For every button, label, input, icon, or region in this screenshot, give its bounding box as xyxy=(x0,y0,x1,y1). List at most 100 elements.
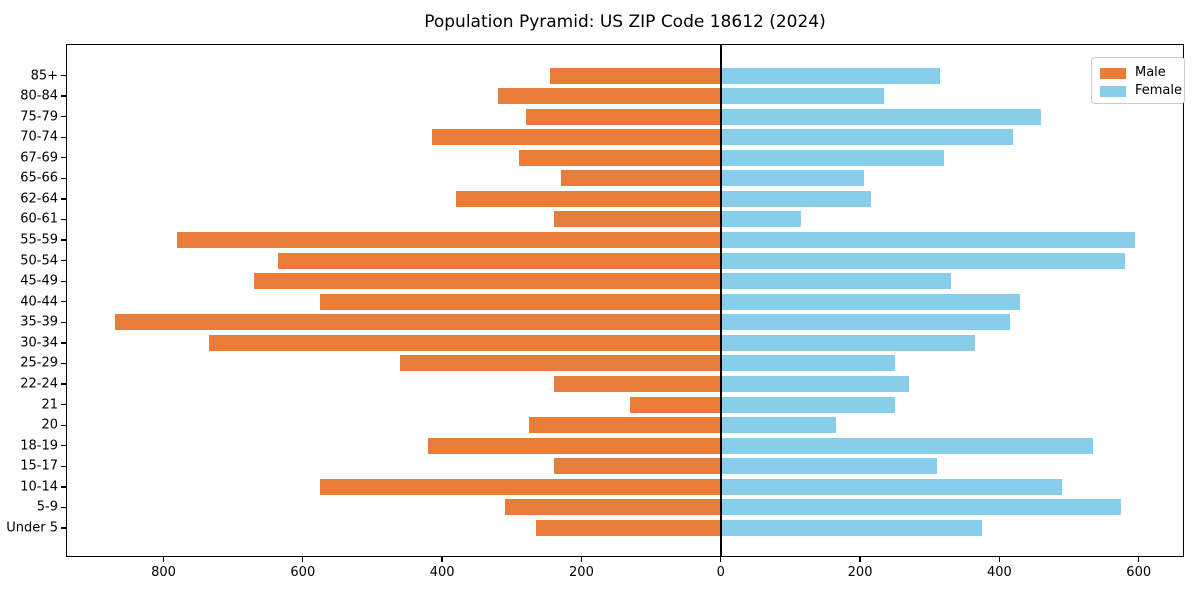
male-bar xyxy=(320,478,721,495)
y-axis-tick xyxy=(61,527,66,529)
y-axis-tick xyxy=(61,403,66,406)
legend-item-male: Male xyxy=(1100,65,1176,81)
x-axis-tick xyxy=(859,557,861,562)
legend: Male Female xyxy=(1091,57,1185,104)
female-bar xyxy=(720,252,1125,269)
male-bar xyxy=(278,252,721,269)
female-bar xyxy=(720,108,1042,125)
female-bar xyxy=(720,458,937,475)
female-bar xyxy=(720,232,1136,249)
male-bar xyxy=(497,88,721,105)
female-bar xyxy=(720,129,1014,146)
x-axis-tick-label: 600 xyxy=(290,565,316,580)
male-bar xyxy=(254,273,721,290)
y-axis-tick-label: 10-14 xyxy=(20,479,58,495)
y-axis-tick xyxy=(61,424,66,426)
male-bar xyxy=(550,67,721,84)
y-axis-tick xyxy=(61,115,66,118)
legend-label-male: Male xyxy=(1135,65,1166,80)
x-axis-tick-label: 400 xyxy=(986,565,1012,580)
y-axis-tick-label: 21 xyxy=(41,397,58,413)
x-axis-tick-label: 800 xyxy=(151,565,176,580)
female-bar xyxy=(720,211,801,228)
zero-axis-line xyxy=(719,44,722,557)
female-color-swatch xyxy=(1100,85,1126,97)
male-color-swatch xyxy=(1100,67,1126,79)
chart-title: Population Pyramid: US ZIP Code 18612 (2… xyxy=(424,12,826,32)
y-axis-tick-label: 60-61 xyxy=(20,211,58,227)
y-axis-tick xyxy=(61,362,66,365)
x-axis-tick xyxy=(998,557,1001,562)
y-axis-tick xyxy=(61,280,66,282)
x-axis-tick-label: 600 xyxy=(1126,565,1152,580)
y-axis-tick-label: 62-64 xyxy=(20,191,58,207)
y-axis-tick-label: 20 xyxy=(41,417,58,433)
y-axis-tick-label: 18-19 xyxy=(20,438,58,454)
male-bar xyxy=(518,149,721,166)
female-bar xyxy=(720,88,885,105)
y-axis-tick xyxy=(61,74,66,77)
y-axis-tick xyxy=(61,95,66,97)
x-axis-tick xyxy=(580,557,583,562)
y-axis-tick-label: 75-79 xyxy=(20,109,58,125)
y-axis-tick xyxy=(61,383,66,385)
y-axis-tick-label: 80-84 xyxy=(20,88,58,104)
male-bar xyxy=(456,190,721,207)
y-axis-tick xyxy=(61,218,66,221)
female-bar xyxy=(720,149,944,166)
y-axis-tick xyxy=(61,321,66,323)
x-axis-tick-label: 200 xyxy=(569,565,594,580)
x-axis-tick xyxy=(302,557,304,562)
y-axis-tick-label: 67-69 xyxy=(20,150,58,166)
male-bar xyxy=(553,376,721,393)
female-bar xyxy=(720,520,982,537)
male-bar xyxy=(177,232,721,249)
female-bar xyxy=(720,437,1094,454)
y-axis-tick xyxy=(61,239,66,241)
y-axis-tick xyxy=(61,198,66,200)
male-bar xyxy=(114,314,721,331)
female-bar xyxy=(720,273,951,290)
male-bar xyxy=(560,170,721,187)
y-axis-tick-label: 15-17 xyxy=(20,458,58,474)
female-bar xyxy=(720,499,1122,516)
y-axis-tick xyxy=(61,301,66,303)
y-axis-tick xyxy=(61,486,66,488)
x-axis-tick xyxy=(1138,557,1140,562)
male-bar xyxy=(553,458,721,475)
male-bar xyxy=(553,211,721,228)
male-bar xyxy=(536,520,721,537)
female-bar xyxy=(720,314,1010,331)
female-bar xyxy=(720,293,1021,310)
y-axis-tick-label: 5-9 xyxy=(36,499,58,515)
female-bar xyxy=(720,417,836,434)
y-axis-tick xyxy=(61,157,66,159)
y-axis-tick-label: 55-59 xyxy=(20,232,58,248)
y-axis-tick xyxy=(61,445,66,447)
y-axis-tick-label: 35-39 xyxy=(20,314,58,330)
y-axis-tick-label: 40-44 xyxy=(20,294,58,310)
male-bar xyxy=(428,437,721,454)
y-axis-tick xyxy=(61,136,66,138)
y-axis-tick-label: 30-34 xyxy=(20,335,58,351)
female-bar xyxy=(720,170,864,187)
female-bar xyxy=(720,190,871,207)
female-bar xyxy=(720,478,1063,495)
male-bar xyxy=(504,499,721,516)
y-axis-tick-label: 65-66 xyxy=(20,170,58,186)
female-bar xyxy=(720,376,909,393)
x-axis-tick xyxy=(441,557,443,562)
male-bar xyxy=(431,129,721,146)
female-bar xyxy=(720,355,895,372)
y-axis-tick xyxy=(61,506,66,509)
male-bar xyxy=(525,108,721,125)
y-axis-tick-label: 85+ xyxy=(30,68,58,83)
y-axis-tick xyxy=(61,177,66,179)
female-bar xyxy=(720,396,895,413)
x-axis-tick-label: 200 xyxy=(847,565,873,580)
female-bar xyxy=(720,67,941,84)
y-axis-tick xyxy=(61,342,66,344)
x-axis-tick xyxy=(162,557,165,562)
male-bar xyxy=(400,355,721,372)
